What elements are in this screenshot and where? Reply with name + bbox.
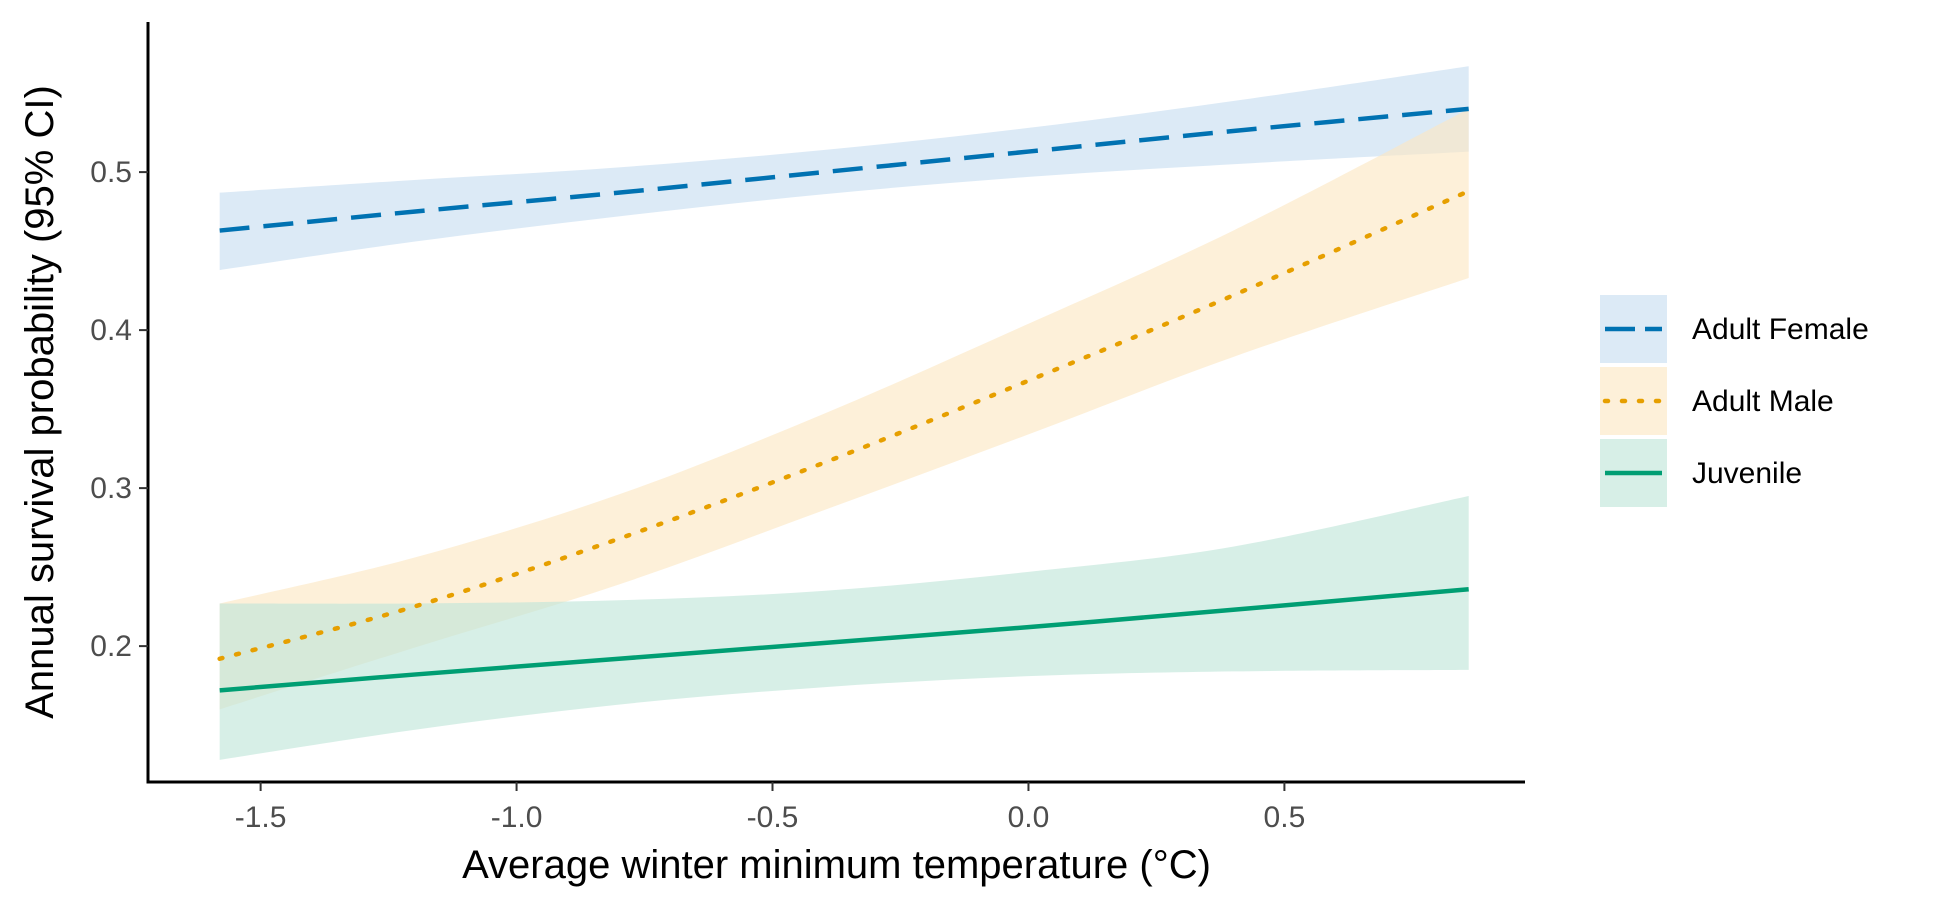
line-juvenile (219, 586, 1469, 693)
axes (139, 22, 1525, 791)
x-tick-label: 0.0 (1008, 801, 1050, 834)
legend-item-juvenile: Juvenile (1600, 439, 1802, 507)
band-juvenile (219, 496, 1469, 760)
legend-item-adult-female: Adult Female (1600, 295, 1869, 363)
y-axis-title: Annual survival probability (95% CI) (18, 85, 62, 719)
legend-label: Juvenile (1692, 457, 1802, 490)
line-adult-male (217, 188, 1471, 662)
series-lines (217, 106, 1471, 693)
y-tick-label: 0.5 (90, 156, 132, 189)
band-adult-male (219, 108, 1469, 710)
y-tick-label: 0.2 (90, 630, 132, 663)
x-tick-label: -1.5 (235, 801, 287, 834)
x-tick-label: 0.5 (1264, 801, 1306, 834)
x-tick-label: -0.5 (747, 801, 799, 834)
y-tick-label: 0.4 (90, 314, 132, 347)
line-adult-female (219, 106, 1469, 233)
x-tick-label: -1.0 (491, 801, 543, 834)
tick-labels: -1.5 -1.0 -0.5 0.0 0.5 0.2 0.3 0.4 0.5 (90, 156, 1305, 834)
x-axis-title: Average winter minimum temperature (°C) (462, 843, 1211, 887)
legend-label: Adult Female (1692, 313, 1869, 346)
y-tick-label: 0.3 (90, 472, 132, 505)
legend-item-adult-male: Adult Male (1600, 367, 1834, 435)
legend: Adult Female Adult Male Juvenile (1600, 295, 1869, 507)
legend-label: Adult Male (1692, 385, 1834, 418)
